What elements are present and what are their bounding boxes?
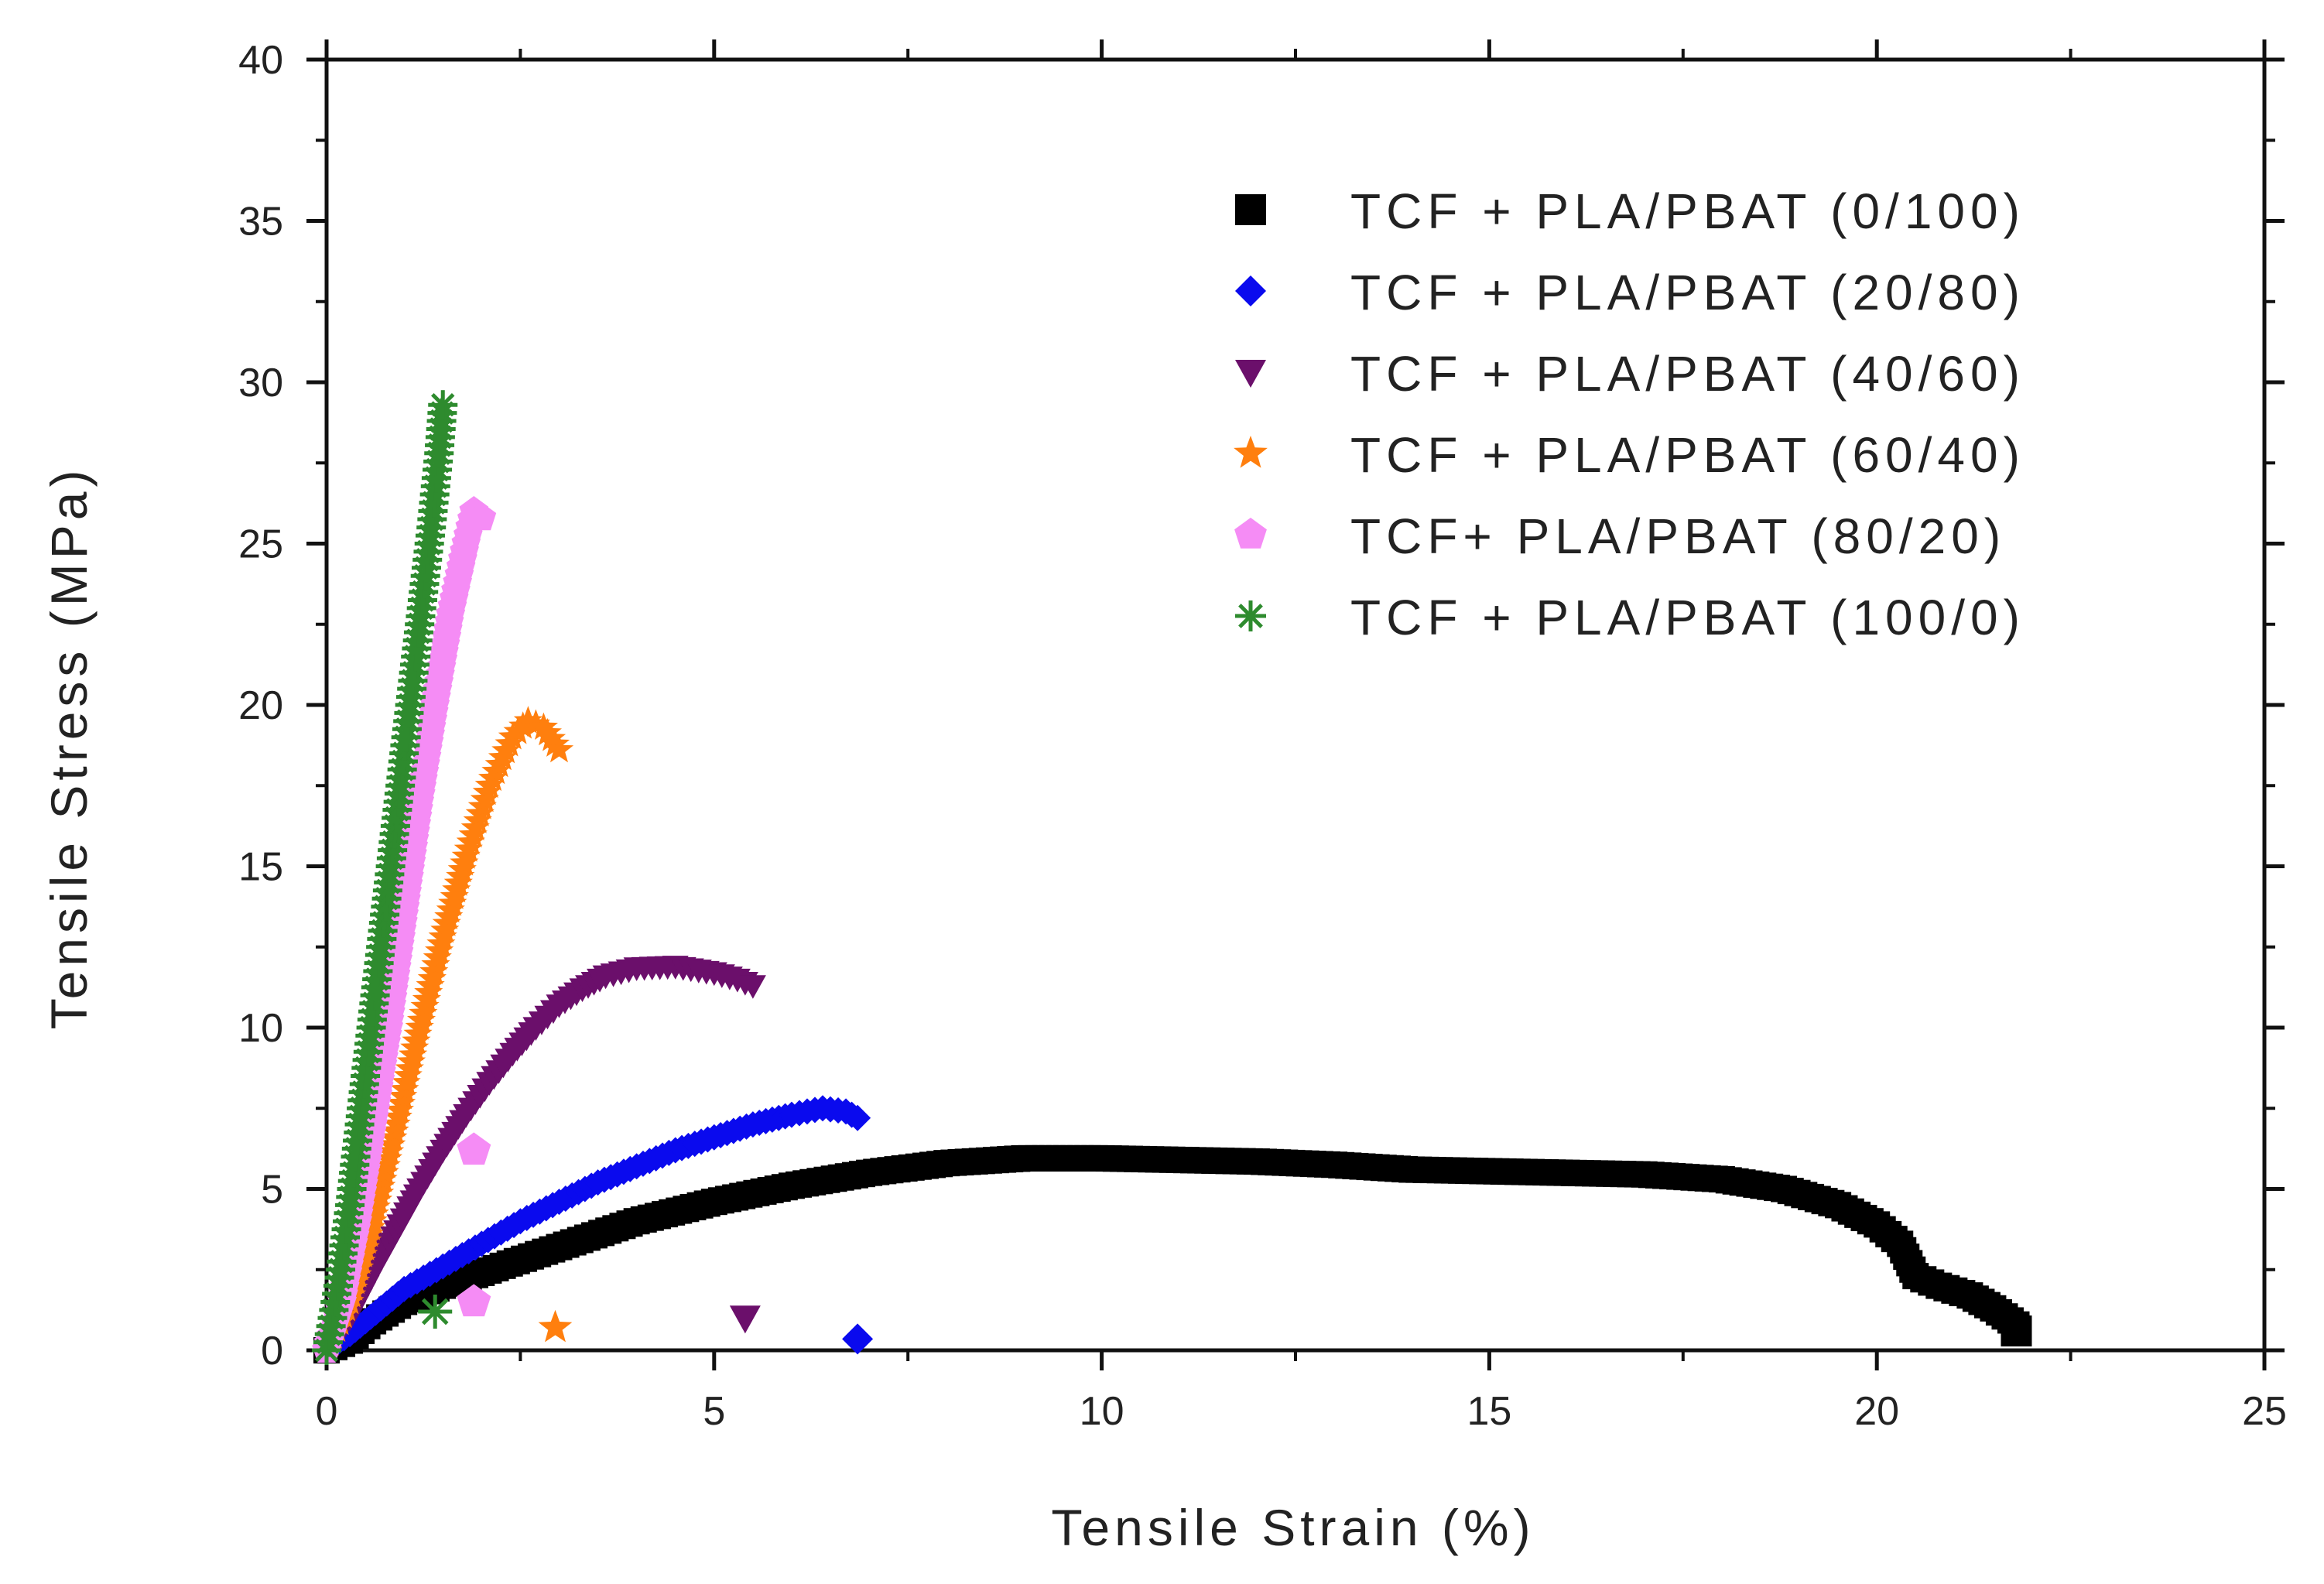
legend-marker-stroke	[1238, 604, 1263, 628]
legend-marker	[1235, 194, 1266, 225]
x-tick-label: 10	[1080, 1389, 1124, 1434]
break-point	[538, 1309, 573, 1343]
legend: TCF + PLA/PBAT (0/100) TCF + PLA/PBAT (20…	[1234, 183, 2025, 645]
y-tick-label: 10	[238, 1006, 283, 1051]
series-2	[313, 1095, 874, 1363]
y-tick-label: 5	[261, 1168, 283, 1213]
data-point	[428, 390, 458, 420]
tick-labels: 0 5 10 15 20 25 0 5 10 15 20 25 30 35 40	[238, 38, 2287, 1434]
data-point	[544, 734, 574, 763]
break-point	[457, 1132, 491, 1165]
data-point	[467, 502, 497, 531]
legend-marker	[1235, 600, 1266, 631]
y-tick-label: 15	[238, 845, 283, 890]
x-tick-label: 0	[316, 1389, 338, 1434]
data-point	[540, 729, 570, 757]
y-axis-label: Tensile Stress (MPa)	[40, 466, 98, 1030]
x-tick-label: 15	[1467, 1389, 1511, 1434]
break-point	[729, 1305, 761, 1334]
y-tick-label: 0	[261, 1329, 283, 1374]
break-point	[842, 1323, 874, 1355]
x-tick-label: 25	[2242, 1389, 2287, 1434]
legend-marker	[1235, 275, 1266, 306]
break-point	[418, 1294, 453, 1329]
data-point	[529, 712, 558, 740]
data-point	[536, 724, 566, 751]
data-point	[844, 1104, 871, 1131]
legend-label: TCF + PLA/PBAT (40/60)	[1350, 346, 2025, 402]
y-tick-label: 30	[238, 361, 283, 405]
legend-marker	[1234, 436, 1268, 468]
data-point-stroke	[431, 392, 455, 417]
series-1	[313, 1144, 2032, 1363]
series-6	[312, 390, 458, 1365]
series-layer	[312, 390, 2032, 1365]
data-point	[739, 975, 766, 999]
x-tick-label: 5	[703, 1389, 725, 1434]
x-tick-label: 20	[1854, 1389, 1899, 1434]
y-tick-label: 25	[238, 522, 283, 567]
x-axis-label: Tensile Strain (%)	[1051, 1499, 1535, 1556]
legend-marker	[1235, 360, 1266, 388]
legend-label: TCF + PLA/PBAT (60/40)	[1350, 427, 2025, 483]
data-point	[532, 717, 562, 746]
legend-label: TCF + PLA/PBAT (20/80)	[1350, 265, 2025, 320]
y-tick-label: 40	[238, 38, 283, 83]
legend-label: TCF + PLA/PBAT (100/0)	[1350, 590, 2025, 645]
y-tick-label: 35	[238, 200, 283, 245]
legend-label: TCF+ PLA/PBAT (80/20)	[1350, 508, 2006, 564]
axis-ticks	[306, 39, 2285, 1370]
break-point	[2001, 1315, 2032, 1346]
legend-label: TCF + PLA/PBAT (0/100)	[1350, 183, 2025, 239]
break-point-stroke	[421, 1298, 449, 1326]
break-point	[457, 1284, 491, 1317]
y-tick-label: 20	[238, 683, 283, 728]
legend-marker	[1234, 518, 1267, 549]
